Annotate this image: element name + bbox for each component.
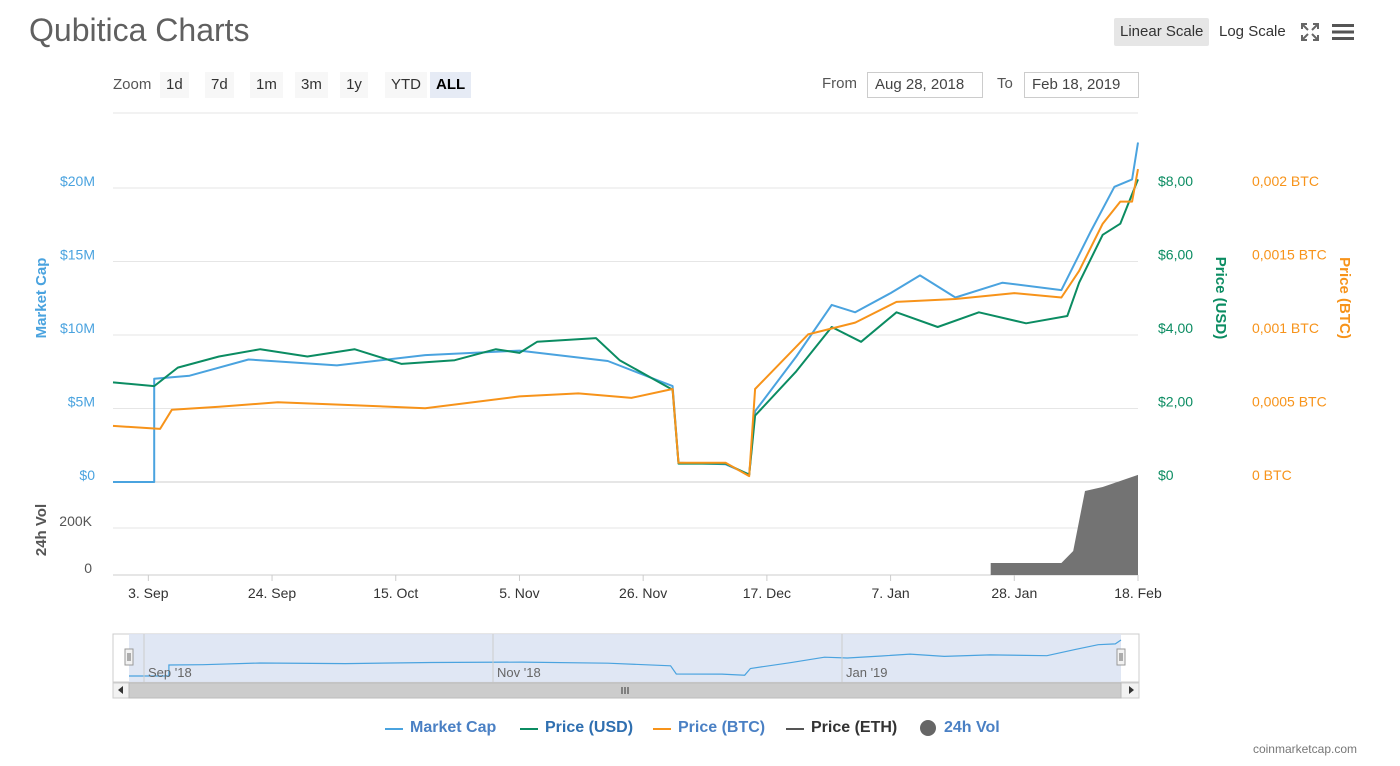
- series-line-price-btc: [112, 168, 1139, 478]
- x-tick-label: 3. Sep: [128, 585, 169, 601]
- legend-item-market-cap[interactable]: Market Cap: [410, 719, 497, 736]
- price-btc-axis-title: Price (BTC): [1336, 257, 1353, 339]
- price-usd-tick: $0: [1158, 467, 1174, 483]
- price-btc-tick: 0,0015 BTC: [1252, 247, 1327, 263]
- fullscreen-icon[interactable]: [1298, 20, 1322, 44]
- volume-axis-title: 24h Vol: [33, 504, 50, 556]
- x-tick-label: 26. Nov: [619, 585, 667, 601]
- zoom-button-all[interactable]: ALL: [430, 72, 472, 98]
- log-scale-button[interactable]: Log Scale: [1219, 23, 1286, 40]
- axis-labels: $0 $5M $10M $15M $20M Market Cap $0 $2,00 $4,00 $…: [33, 173, 1353, 601]
- market-cap-tick: $20M: [60, 173, 95, 189]
- market-cap-tick: $5M: [68, 394, 95, 410]
- zoom-button-1y[interactable]: 1y: [340, 72, 368, 98]
- legend-line-icon: [653, 728, 671, 730]
- volume-area: [990, 474, 1138, 575]
- series-layer: [112, 142, 1139, 575]
- price-usd-tick: $8,00: [1158, 173, 1193, 189]
- price-btc-tick: 0 BTC: [1252, 467, 1292, 483]
- market-cap-axis-title: Market Cap: [33, 258, 50, 339]
- zoom-label: Zoom: [113, 76, 152, 93]
- x-tick-label: 18. Feb: [1114, 585, 1162, 601]
- linear-scale-button[interactable]: Linear Scale: [1114, 18, 1210, 46]
- legend-line-icon: [385, 728, 403, 730]
- legend-line-icon: [520, 728, 538, 730]
- zoom-button-1m[interactable]: 1m: [250, 72, 283, 98]
- grid-lines: [113, 112, 1139, 581]
- x-tick-label: 24. Sep: [248, 585, 296, 601]
- volume-tick: 200K: [59, 513, 92, 529]
- range-from-label: From: [822, 75, 857, 92]
- range-to-label: To: [997, 75, 1013, 92]
- scroll-right-arrow-icon[interactable]: [1129, 686, 1134, 694]
- legend-item-price-btc[interactable]: Price (BTC): [678, 719, 766, 736]
- navigator-selection[interactable]: [129, 634, 1121, 682]
- price-usd-axis-title: Price (USD): [1212, 257, 1229, 340]
- chart-title: Qubitica Charts: [29, 12, 250, 48]
- navigator-handle-right[interactable]: [1116, 648, 1126, 666]
- range-from-input[interactable]: Aug 28, 2018: [867, 72, 983, 98]
- volume-tick: 0: [84, 560, 92, 576]
- navigator-line: [129, 639, 1122, 677]
- navigator-handle-left[interactable]: [124, 648, 134, 666]
- price-usd-tick: $4,00: [1158, 320, 1193, 336]
- price-usd-tick: $6,00: [1158, 247, 1193, 263]
- legend-dot-icon: [920, 720, 936, 736]
- price-usd-tick: $2,00: [1158, 394, 1193, 410]
- price-btc-tick: 0,002 BTC: [1252, 173, 1319, 189]
- market-cap-tick: $0: [79, 467, 95, 483]
- legend-line-icon: [786, 728, 804, 730]
- navigator-label: Sep '18: [148, 665, 192, 680]
- series-line-market-cap: [113, 142, 1139, 483]
- zoom-button-7d[interactable]: 7d: [205, 72, 234, 98]
- fullscreen-icon-svg: [1301, 23, 1319, 41]
- zoom-button-ytd[interactable]: YTD: [385, 72, 427, 98]
- hamburger-menu-icon[interactable]: [1331, 20, 1355, 44]
- x-tick-label: 7. Jan: [872, 585, 910, 601]
- series-line-price-usd: [112, 179, 1139, 476]
- market-cap-tick: $15M: [60, 247, 95, 263]
- market-cap-tick: $10M: [60, 320, 95, 336]
- zoom-button-3m[interactable]: 3m: [295, 72, 328, 98]
- navigator-label: Jan '19: [846, 665, 888, 680]
- credits-link[interactable]: coinmarketcap.com: [1252, 742, 1357, 756]
- x-tick-label: 28. Jan: [991, 585, 1037, 601]
- navigator-label: Nov '18: [497, 665, 541, 680]
- hamburger-menu-icon-svg: [1332, 24, 1354, 40]
- legend-item-price-usd[interactable]: Price (USD): [545, 719, 634, 736]
- legend-item-price-eth[interactable]: Price (ETH): [811, 719, 898, 736]
- scroll-left-arrow-icon[interactable]: [118, 686, 123, 694]
- x-tick-label: 15. Oct: [373, 585, 418, 601]
- x-tick-label: 17. Dec: [743, 585, 791, 601]
- legend-item-24h-vol[interactable]: 24h Vol: [944, 719, 1000, 736]
- range-to-input[interactable]: Feb 18, 2019: [1024, 72, 1139, 98]
- price-btc-tick: 0,0005 BTC: [1252, 394, 1327, 410]
- price-btc-tick: 0,001 BTC: [1252, 320, 1319, 336]
- x-tick-label: 5. Nov: [499, 585, 539, 601]
- zoom-button-1d[interactable]: 1d: [160, 72, 189, 98]
- navigator[interactable]: Sep '18 Nov '18 Jan '19: [112, 633, 1140, 699]
